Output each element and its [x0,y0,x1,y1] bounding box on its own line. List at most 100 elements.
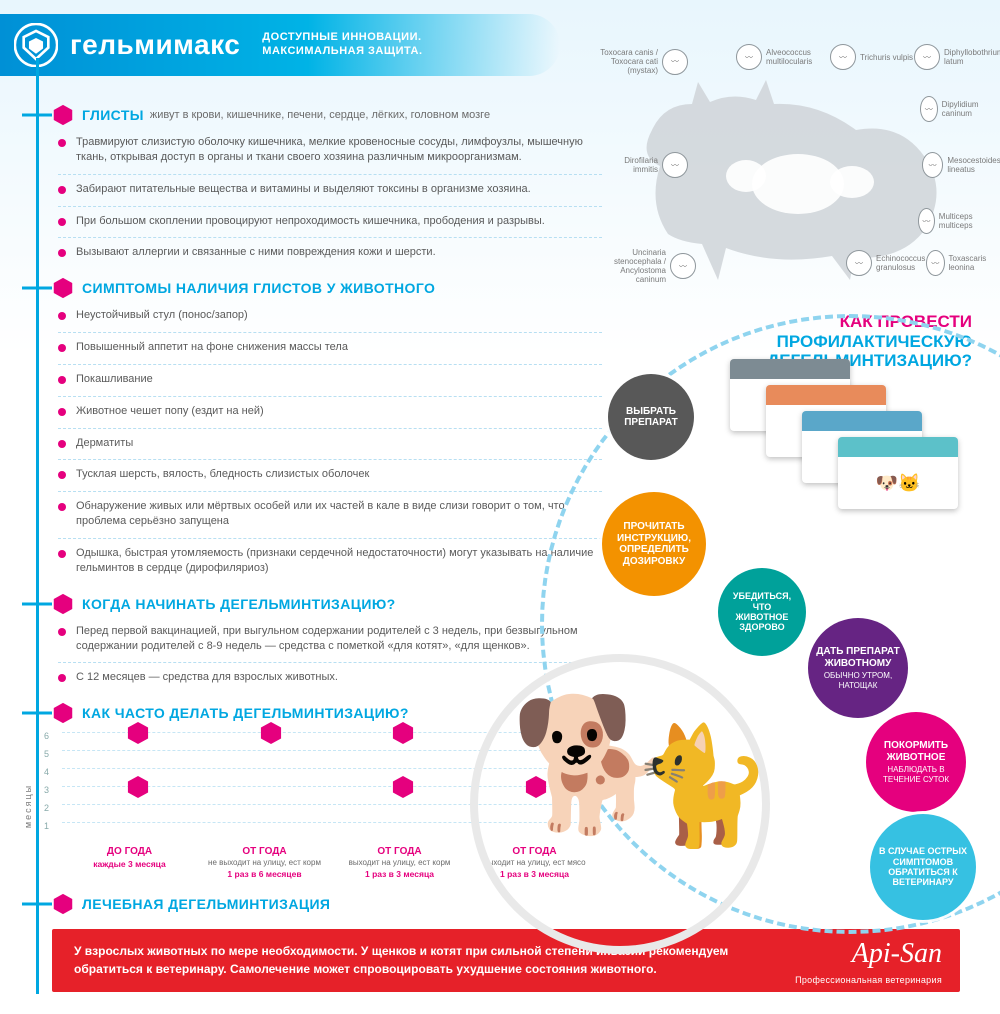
bullet-item: Забирают питательные вещества и витамины… [58,179,602,200]
step-bubble: ВЫБРАТЬ ПРЕПАРАТ [608,374,694,460]
section-title: ГЛИСТЫ [82,107,144,123]
freq-caption: ОТ ГОДАне выходит на улицу, ест корм1 ра… [197,846,332,879]
bullet-item: Тусклая шерсть, вялость, бледность слизи… [58,464,602,485]
tagline-line2: МАКСИМАЛЬНАЯ ЗАЩИТА. [262,45,422,59]
section-subtitle: живут в крови, кишечнике, печени, сердце… [150,109,490,121]
parasite-name: Mesocestoides lineatus [947,156,1000,174]
brand-name: гельмимакс [70,29,240,61]
separator [58,538,602,539]
step-bubble: ДАТЬ ПРЕПАРАТ ЖИВОТНОМУОБЫЧНО УТРОМ, НАТ… [808,618,908,718]
step-bubble: ПОКОРМИТЬ ЖИВОТНОЕНАБЛЮДАТЬ В ТЕЧЕНИЕ СУ… [866,712,966,812]
parasite-name: Uncinaria stenocephala / Ancylostoma can… [608,248,666,284]
parasite-icon: 〰 [662,49,688,75]
vertical-timeline [36,58,39,994]
parasite-label: 〰Multiceps multiceps [918,208,982,234]
apisan-sub: Профессиональная ветеринария [795,974,942,987]
hex-icon [52,593,74,615]
bullet-item: С 12 месяцев — средства для взрослых жив… [58,667,602,688]
parasite-icon: 〰 [736,44,762,70]
bullet-list: Травмируют слизистую оболочку кишечника,… [52,132,602,263]
parasite-icon: 〰 [914,44,940,70]
bullet-list: Неустойчивый стул (понос/запор) Повышенны… [52,305,602,578]
hex-icon [52,893,74,915]
separator [58,662,602,663]
parasite-name: Toxascaris leonina [949,254,994,272]
dose-hex-icon [126,775,150,799]
apisan-brand: Api-San Профессиональная ветеринария [795,934,942,988]
parasite-label: 〰Uncinaria stenocephala / Ancylostoma ca… [608,248,696,284]
parasite-icon: 〰 [830,44,856,70]
parasite-icon: 〰 [926,250,945,276]
bullet-item: Покашливание [58,369,602,390]
separator [58,364,602,365]
separator [58,332,602,333]
cat-parasite-diagram: 〰Toxocara canis / Toxocara cati (mystax)… [598,44,978,294]
separator [58,428,602,429]
month-number: 2 [44,803,49,813]
section-symptoms: СИМПТОМЫ НАЛИЧИЯ ГЛИСТОВ У ЖИВОТНОГО Неу… [52,277,602,578]
dose-hex-icon [391,721,415,745]
section-title: СИМПТОМЫ НАЛИЧИЯ ГЛИСТОВ У ЖИВОТНОГО [82,280,435,296]
month-number: 5 [44,749,49,759]
step-bubble: В СЛУЧАЕ ОСТРЫХ СИМПТОМОВ ОБРАТИТЬСЯ К В… [870,814,976,920]
cat-icon: 🐈 [630,729,773,844]
treatment-warning-box: У взрослых животных по мере необходимост… [52,929,960,992]
freq-column [337,732,470,840]
parasite-label: 〰 Trichuris vulpis [830,44,913,70]
product-boxes: 🐶🐱🐶🐱🐶🐱🐶🐱 [730,359,960,509]
parasite-name: Dirofilaria immitis [600,156,658,174]
bullet-item: Вызывают аллергии и связанные с ними пов… [58,242,602,263]
parasite-label: 〰Dirofilaria immitis [600,152,688,178]
dose-hex-icon [126,721,150,745]
bullet-item: Животное чешет попу (ездит на ней) [58,401,602,422]
product-box: 🐶🐱 [838,437,958,509]
parasite-name: Diphyllobothrium latum [944,48,1000,66]
freq-caption: ДО ГОДАкаждые 3 месяца [62,846,197,879]
apisan-logo: Api-San [795,934,942,975]
tagline-line1: ДОСТУПНЫЕ ИННОВАЦИИ. [262,31,422,45]
separator [58,206,602,207]
brand-header: гельмимакс ДОСТУПНЫЕ ИННОВАЦИИ. МАКСИМАЛ… [0,14,560,76]
separator [58,491,602,492]
hex-icon [52,104,74,126]
freq-caption: ОТ ГОДАвыходит на улицу, ест корм1 раз в… [332,846,467,879]
parasite-icon: 〰 [922,152,943,178]
bullet-item: Обнаружение живых или мёртвых особей или… [58,496,602,532]
tagline: ДОСТУПНЫЕ ИННОВАЦИИ. МАКСИМАЛЬНАЯ ЗАЩИТА… [262,31,422,59]
parasite-name: Trichuris vulpis [860,53,913,62]
section-worms: ГЛИСТЫ живут в крови, кишечнике, печени,… [52,104,602,263]
parasite-icon: 〰 [670,253,696,279]
parasite-name: Toxocara canis / Toxocara cati (mystax) [600,48,658,75]
step-bubble: УБЕДИТЬСЯ, ЧТО ЖИВОТНОЕ ЗДОРОВО [718,568,806,656]
month-number: 4 [44,767,49,777]
separator [58,396,602,397]
bullet-item: Дерматиты [58,433,602,454]
separator [58,459,602,460]
parasite-name: Alveococcus multilocularis [766,48,824,66]
bullet-list: Перед первой вакцинацией, при выгульном … [52,621,602,689]
parasite-icon: 〰 [662,152,688,178]
bullet-item: Неустойчивый стул (понос/запор) [58,305,602,326]
parasite-icon: 〰 [920,96,938,122]
freq-column [72,732,205,840]
parasite-label: 〰Diphyllobothrium latum [914,44,1000,70]
hex-icon [52,277,74,299]
product-face: 🐶🐱 [838,457,958,509]
separator [58,237,602,238]
parasite-label: 〰Toxascaris leonina [926,250,994,276]
dose-hex-icon [391,775,415,799]
parasite-label: 〰Dipylidium caninum [920,96,987,122]
month-number: 3 [44,785,49,795]
bullet-item: Одышка, быстрая утомляемость (признаки с… [58,543,602,579]
parasite-icon: 〰 [846,250,872,276]
freq-column [205,732,338,840]
parasite-label: 〰Echinococcus granulosus [846,250,934,276]
section-title: КОГДА НАЧИНАТЬ ДЕГЕЛЬМИНТИЗАЦИЮ? [82,596,396,612]
step-bubble: ПРОЧИТАТЬ ИНСТРУКЦИЮ, ОПРЕДЕЛИТЬ ДОЗИРОВ… [602,492,706,596]
bullet-item: Перед первой вакцинацией, при выгульном … [58,621,602,657]
pets-illustration: 🐕 🐈 [510,699,780,879]
month-number: 1 [44,821,49,831]
months-axis-label: месяцы [23,783,33,827]
parasite-name: Multiceps multiceps [939,212,982,230]
bullet-item: Повышенный аппетит на фоне снижения масс… [58,337,602,358]
